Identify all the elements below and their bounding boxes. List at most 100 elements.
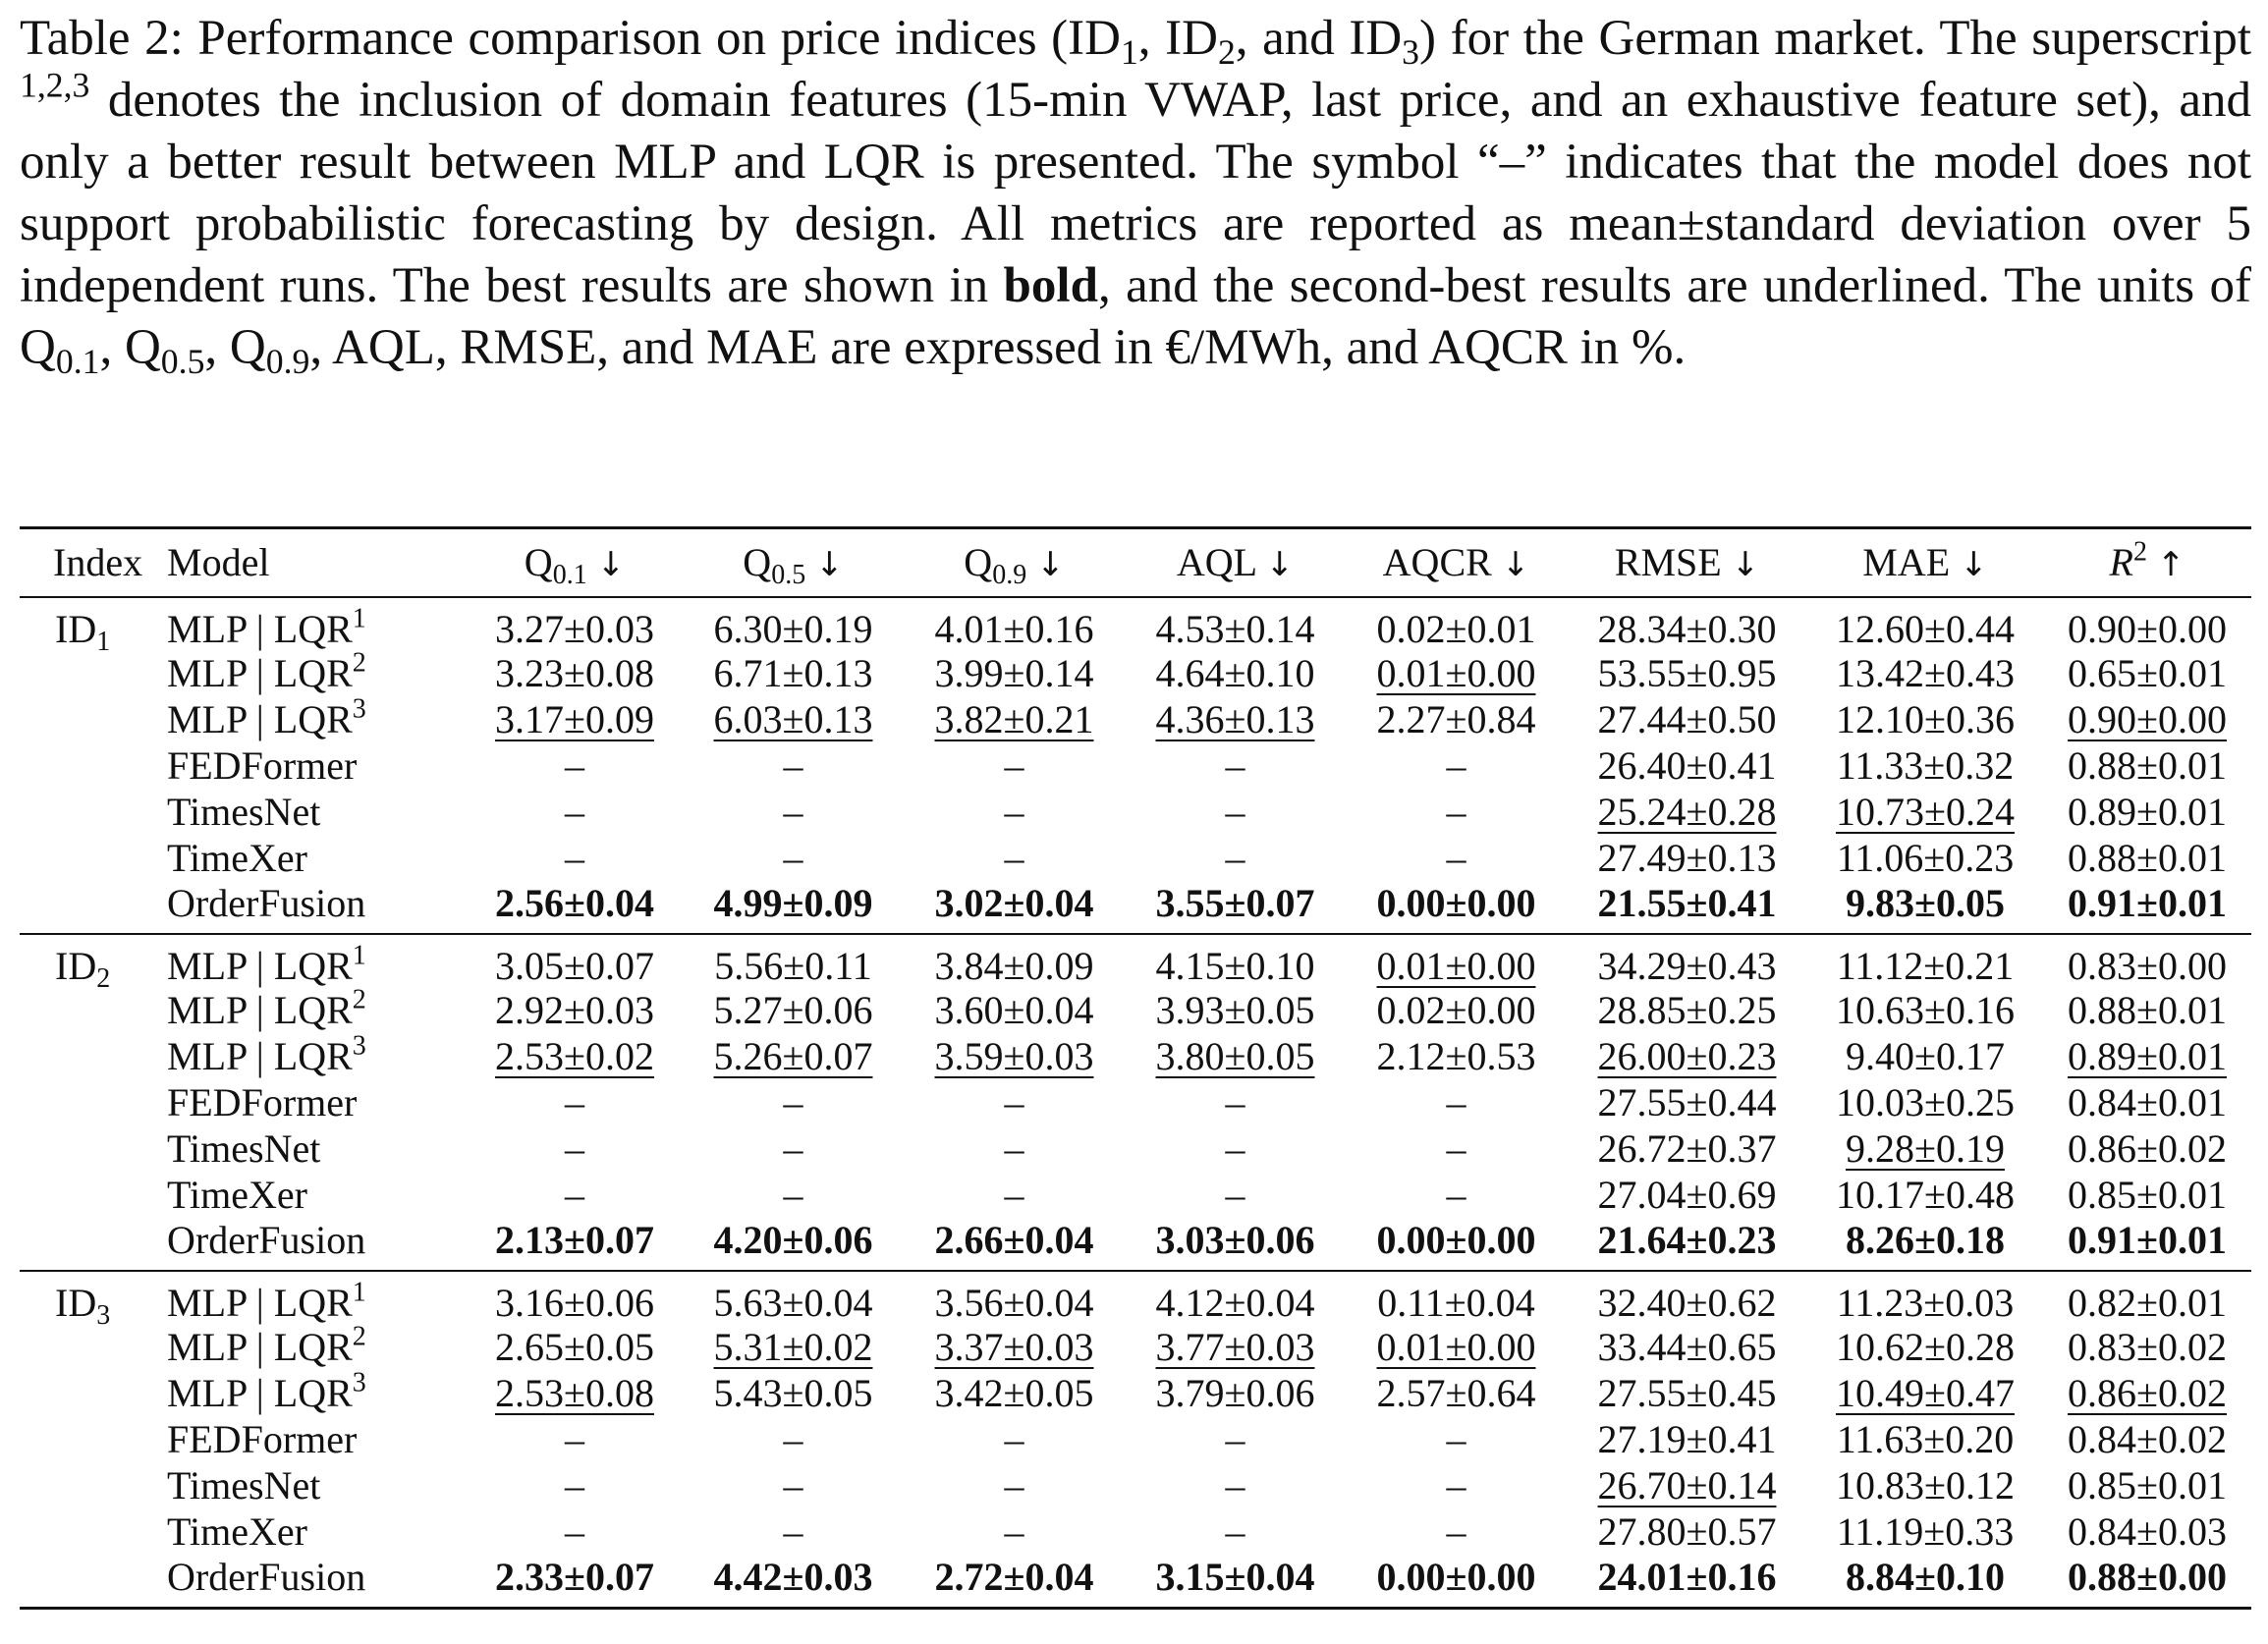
metric-cell: 27.55±0.45 <box>1597 1371 1777 1415</box>
metric-cell: – <box>1004 1173 1024 1217</box>
metric-cell: – <box>783 1080 803 1124</box>
metric-cell: 0.84±0.02 <box>2068 1417 2227 1461</box>
metric-cell: 3.16±0.06 <box>495 1280 654 1325</box>
header-q01: Q0.1 ↓ <box>524 540 626 591</box>
metric-cell: 0.90±0.00 <box>2068 697 2227 741</box>
metric-cell: – <box>565 1417 584 1461</box>
metric-cell: 11.33±0.32 <box>1836 743 2015 788</box>
metric-cell: – <box>783 1173 803 1217</box>
metric-cell: 26.70±0.14 <box>1597 1463 1777 1507</box>
header-r2: R2 ↑ <box>2109 536 2185 585</box>
metric-cell: – <box>1225 1463 1245 1507</box>
metric-cell: 12.10±0.36 <box>1836 697 2015 741</box>
metric-cell: 13.42±0.43 <box>1836 651 2015 695</box>
metric-cell: 27.49±0.13 <box>1597 836 1777 880</box>
table-row: MLP | LQR3 3.17±0.09 6.03±0.13 3.82±0.21 4.3… <box>20 695 2251 743</box>
metric-cell: – <box>1446 1509 1466 1554</box>
metric-cell: 10.63±0.16 <box>1836 988 2015 1032</box>
metric-cell: 27.04±0.69 <box>1597 1173 1777 1217</box>
metric-cell: 5.63±0.04 <box>713 1280 873 1325</box>
metric-cell: – <box>1004 1509 1024 1554</box>
table-row: OrderFusion 2.33±0.07 4.42±0.03 2.72±0.04 3.… <box>20 1554 2251 1608</box>
metric-cell: 3.03±0.06 <box>1155 1217 1315 1262</box>
metric-cell: – <box>1446 790 1466 834</box>
index-cell <box>20 988 167 1034</box>
table-row: TimesNet – – – – – 26.72±0.37 9.28±0.19 0.86±0.0… <box>20 1126 2251 1173</box>
model-cell: MLP | LQR2 <box>167 984 366 1032</box>
metric-cell: 0.02±0.01 <box>1376 606 1536 651</box>
metric-cell: 0.00±0.00 <box>1376 1554 1536 1599</box>
metric-cell: – <box>783 1126 803 1171</box>
header-rmse: RMSE ↓ <box>1614 540 1760 585</box>
table-row: FEDFormer – – – – – 26.40±0.41 11.33±0.32 0.88±0… <box>20 743 2251 790</box>
table-row: TimesNet – – – – – 26.70±0.14 10.83±0.12 0.85±0.… <box>20 1463 2251 1509</box>
model-cell: OrderFusion <box>167 1217 366 1262</box>
metric-cell: – <box>1004 1080 1024 1124</box>
metric-cell: 3.42±0.05 <box>934 1371 1094 1415</box>
metric-cell: 3.27±0.03 <box>495 606 654 651</box>
metric-cell: 0.00±0.00 <box>1376 1217 1536 1262</box>
metric-cell: 10.62±0.28 <box>1836 1325 2015 1369</box>
metric-cell: 4.53±0.14 <box>1155 606 1315 651</box>
metric-cell: 3.84±0.09 <box>934 943 1094 988</box>
index-cell <box>20 1126 167 1173</box>
metric-cell: 2.65±0.05 <box>495 1325 654 1369</box>
index-cell <box>20 1371 167 1417</box>
metric-cell: 10.49±0.47 <box>1836 1371 2015 1415</box>
header-aqcr: AQCR ↓ <box>1382 540 1530 585</box>
metric-cell: 5.31±0.02 <box>713 1325 873 1369</box>
table-row: MLP | LQR3 2.53±0.08 5.43±0.05 3.42±0.05 3.7… <box>20 1367 2251 1417</box>
metric-cell: – <box>783 743 803 788</box>
metric-cell: 27.44±0.50 <box>1597 697 1777 741</box>
model-cell: FEDFormer <box>167 743 358 788</box>
metric-cell: – <box>1446 1126 1466 1171</box>
index-cell <box>20 1417 167 1463</box>
caption-paragraph: Table 2: Performance comparison on price… <box>20 11 2252 381</box>
metric-cell: 3.56±0.04 <box>934 1280 1094 1325</box>
index-cell: ID2 <box>55 943 111 994</box>
metric-cell: 5.27±0.06 <box>713 988 873 1032</box>
metric-cell: 2.92±0.03 <box>495 988 654 1032</box>
metric-cell: 0.83±0.02 <box>2068 1325 2227 1369</box>
metric-cell: 2.27±0.84 <box>1376 697 1536 741</box>
model-cell: MLP | LQR3 <box>167 1367 366 1415</box>
metric-cell: – <box>1004 790 1024 834</box>
metric-cell: 32.40±0.62 <box>1597 1280 1777 1325</box>
table-row: ID3 MLP | LQR1 3.16±0.06 5.63±0.04 3.56±0.04… <box>20 1270 2251 1329</box>
metric-cell: – <box>565 1509 584 1554</box>
metric-cell: 3.17±0.09 <box>495 697 654 741</box>
metric-cell: 0.02±0.00 <box>1376 988 1536 1032</box>
metric-cell: 3.99±0.14 <box>934 651 1094 695</box>
metric-cell: – <box>1446 1463 1466 1507</box>
metric-cell: – <box>565 1080 584 1124</box>
model-cell: MLP | LQR2 <box>167 1321 366 1369</box>
metric-cell: – <box>1004 836 1024 880</box>
metric-cell: – <box>1446 1417 1466 1461</box>
table-row: OrderFusion 2.56±0.04 4.99±0.09 3.02±0.04 3.… <box>20 880 2251 934</box>
table-row: MLP | LQR2 2.92±0.03 5.27±0.06 3.60±0.04 3.9… <box>20 984 2251 1034</box>
index-cell <box>20 1463 167 1509</box>
metric-cell: 0.01±0.00 <box>1376 943 1536 988</box>
model-cell: FEDFormer <box>167 1080 358 1124</box>
table-row: FEDFormer – – – – – 27.19±0.41 11.63±0.20 0.84±0… <box>20 1417 2251 1463</box>
metric-cell: 8.26±0.18 <box>1846 1217 2005 1262</box>
table-row: OrderFusion 2.13±0.07 4.20±0.06 2.66±0.04 3.… <box>20 1217 2251 1271</box>
caption-label: Table 2: <box>20 11 184 66</box>
metric-cell: 3.37±0.03 <box>934 1325 1094 1369</box>
metric-cell: 27.80±0.57 <box>1597 1509 1777 1554</box>
metric-cell: 2.57±0.64 <box>1376 1371 1536 1415</box>
table-row: TimeXer – – – – – 27.49±0.13 11.06±0.23 0.88±0.0… <box>20 836 2251 882</box>
metric-cell: 2.56±0.04 <box>495 880 654 925</box>
metric-cell: 11.12±0.21 <box>1836 943 2015 988</box>
metric-cell: 6.71±0.13 <box>713 651 873 695</box>
metric-cell: 0.82±0.01 <box>2068 1280 2227 1325</box>
metric-cell: – <box>1004 743 1024 788</box>
metric-cell: 0.91±0.01 <box>2068 1217 2227 1262</box>
metric-cell: 2.72±0.04 <box>934 1554 1094 1599</box>
model-cell: TimeXer <box>167 1173 307 1217</box>
metric-cell: – <box>1446 743 1466 788</box>
metric-cell: – <box>1004 1417 1024 1461</box>
metric-cell: 0.86±0.02 <box>2068 1126 2227 1171</box>
metric-cell: – <box>1225 1126 1245 1171</box>
metric-cell: 0.89±0.01 <box>2068 1034 2227 1078</box>
